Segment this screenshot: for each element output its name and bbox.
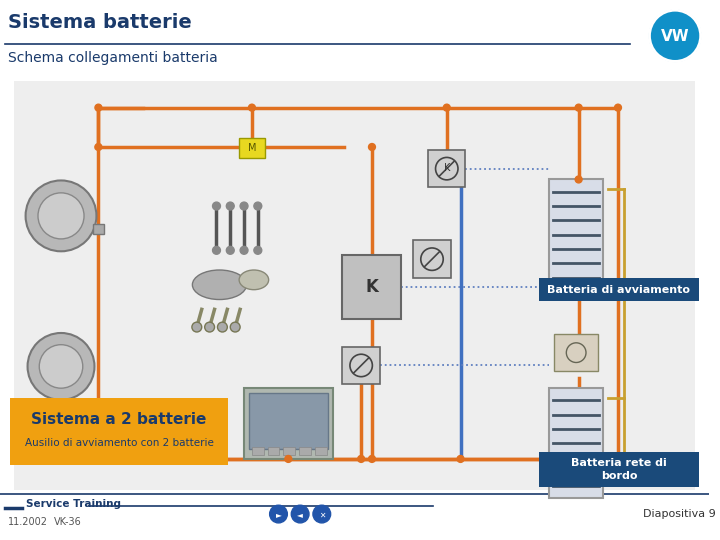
Circle shape	[575, 176, 582, 183]
Circle shape	[226, 246, 234, 254]
Text: Sistema batterie: Sistema batterie	[8, 12, 192, 31]
Bar	[10, 398, 228, 465]
Bar	[549, 388, 603, 498]
Text: Ausilio di avviamento con 2 batterie: Ausilio di avviamento con 2 batterie	[24, 438, 214, 448]
Bar	[252, 447, 264, 455]
Bar	[0, 4, 708, 73]
Text: VW: VW	[661, 29, 689, 44]
Bar	[315, 447, 327, 455]
Bar	[284, 447, 295, 455]
Circle shape	[254, 246, 262, 254]
Circle shape	[369, 144, 375, 151]
Ellipse shape	[192, 270, 246, 300]
Text: Batteria di avviamento: Batteria di avviamento	[547, 285, 690, 295]
Circle shape	[248, 104, 256, 111]
Circle shape	[230, 322, 240, 332]
Text: Batteria rete di
bordo: Batteria rete di bordo	[571, 458, 667, 481]
Circle shape	[226, 202, 234, 210]
Bar	[539, 278, 698, 301]
Circle shape	[369, 456, 375, 462]
Circle shape	[192, 322, 202, 332]
Ellipse shape	[239, 270, 269, 289]
Bar	[92, 224, 104, 234]
Bar	[539, 452, 698, 488]
Text: M: M	[248, 143, 256, 153]
Circle shape	[285, 456, 292, 462]
Bar	[249, 393, 328, 449]
Text: ✕: ✕	[319, 510, 325, 519]
Circle shape	[575, 104, 582, 111]
Circle shape	[615, 104, 621, 111]
Bar	[549, 179, 603, 289]
Text: Diapositiva 9: Diapositiva 9	[643, 509, 716, 519]
Circle shape	[95, 456, 102, 462]
Bar	[343, 347, 380, 384]
Text: Service Training: Service Training	[26, 499, 120, 509]
Circle shape	[27, 333, 94, 400]
Bar	[413, 240, 451, 278]
Circle shape	[95, 144, 102, 151]
Circle shape	[95, 104, 102, 111]
Text: K: K	[366, 278, 379, 296]
Circle shape	[444, 104, 450, 111]
Circle shape	[575, 456, 582, 462]
Bar	[244, 388, 333, 459]
Text: K: K	[444, 163, 450, 173]
Circle shape	[649, 10, 701, 62]
Circle shape	[292, 505, 309, 523]
Text: 11.2002: 11.2002	[8, 517, 48, 527]
Text: Sistema a 2 batterie: Sistema a 2 batterie	[32, 412, 207, 427]
Circle shape	[313, 505, 330, 523]
Circle shape	[204, 322, 215, 332]
Text: ►: ►	[276, 510, 282, 519]
Bar	[268, 447, 279, 455]
Circle shape	[212, 202, 220, 210]
Bar	[343, 255, 402, 319]
Circle shape	[240, 246, 248, 254]
Bar	[0, 492, 708, 536]
Circle shape	[26, 180, 96, 251]
Circle shape	[217, 322, 228, 332]
Circle shape	[457, 456, 464, 462]
Circle shape	[40, 345, 83, 388]
Circle shape	[38, 193, 84, 239]
Bar	[14, 81, 695, 490]
Circle shape	[240, 202, 248, 210]
Text: ◄: ◄	[297, 510, 303, 519]
Circle shape	[254, 202, 262, 210]
Bar	[239, 138, 265, 158]
Text: VK-36: VK-36	[54, 517, 82, 527]
Text: Schema collegamenti batteria: Schema collegamenti batteria	[8, 51, 217, 65]
Bar	[554, 334, 598, 372]
Bar	[299, 447, 311, 455]
Circle shape	[95, 416, 102, 423]
Bar	[428, 150, 465, 187]
Circle shape	[269, 505, 287, 523]
Circle shape	[615, 456, 621, 462]
Circle shape	[358, 456, 364, 462]
Circle shape	[212, 246, 220, 254]
